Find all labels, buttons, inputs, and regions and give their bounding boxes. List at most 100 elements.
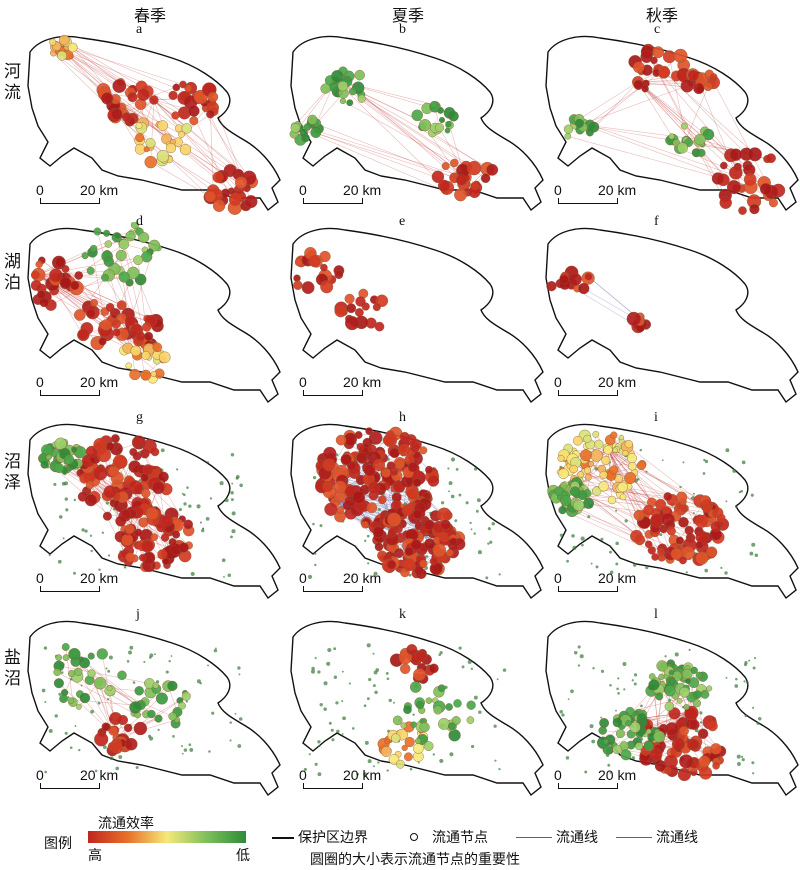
habitat-patch: [54, 714, 58, 718]
flow-node: [710, 521, 722, 532]
map-panel-k: k 0 20 km: [285, 607, 547, 805]
map-svg-e: [290, 227, 544, 404]
scale-line: [558, 198, 618, 204]
flow-node: [643, 740, 654, 751]
flow-node: [150, 370, 157, 377]
habitat-patch: [682, 461, 685, 464]
flow-line: [80, 658, 159, 719]
flow-node: [79, 692, 91, 704]
flow-node: [101, 273, 109, 282]
habitat-patch: [750, 493, 754, 497]
flow-node: [74, 309, 86, 321]
flow-node: [423, 519, 435, 531]
habitat-patch: [470, 667, 474, 670]
flow-node: [188, 105, 200, 117]
flow-node: [466, 700, 476, 710]
flow-line: [57, 671, 135, 714]
scale-zero: 0: [299, 767, 307, 783]
flow-node: [85, 480, 95, 490]
flow-node: [615, 729, 625, 739]
flow-node: [406, 644, 418, 656]
colorbar-title: 流通效率: [98, 816, 154, 832]
flow-node: [445, 703, 453, 711]
flow-node: [212, 171, 224, 183]
flow-node: [402, 558, 416, 572]
flow-node: [40, 460, 49, 469]
habitat-patch: [84, 529, 88, 533]
flow-node: [700, 690, 710, 699]
flow-node: [577, 471, 585, 478]
map-svg-c: [545, 35, 799, 215]
flow-node: [140, 369, 152, 381]
flow-node: [152, 481, 165, 495]
line-blue-swatch: [616, 837, 652, 838]
flow-node: [30, 280, 42, 291]
flow-node: [294, 258, 303, 267]
flow-node: [55, 654, 63, 661]
flow-node: [441, 162, 450, 171]
flow-node: [143, 146, 150, 153]
flow-line: [641, 711, 689, 719]
habitat-patch: [502, 668, 507, 672]
habitat-patch: [393, 701, 396, 704]
scale-label: 20 km: [343, 182, 382, 198]
habitat-patch: [633, 682, 637, 686]
flow-node: [444, 127, 451, 134]
flow-line: [361, 94, 466, 178]
habitat-patch: [107, 554, 111, 557]
habitat-patch: [318, 744, 321, 748]
habitat-patch: [432, 753, 435, 756]
panel-letter-e: e: [399, 214, 406, 229]
flow-line: [55, 465, 145, 510]
habitat-patch: [609, 550, 613, 554]
flow-node: [629, 721, 641, 733]
flow-node: [401, 504, 414, 516]
habitat-patch: [73, 571, 76, 575]
habitat-patch: [703, 458, 706, 462]
flow-node: [54, 256, 66, 268]
flow-node: [355, 308, 364, 317]
habitat-patch: [160, 448, 165, 453]
flow-line: [335, 79, 434, 105]
habitat-patch: [97, 701, 101, 705]
habitat-patch: [566, 559, 569, 563]
flow-node: [407, 461, 419, 473]
scale-label: 20 km: [598, 374, 637, 390]
flow-node: [152, 342, 163, 353]
habitat-patch: [377, 761, 380, 764]
habitat-patch: [105, 501, 110, 505]
flow-node: [466, 716, 475, 724]
habitat-patch: [724, 571, 728, 575]
habitat-patch: [615, 541, 619, 546]
habitat-patch: [188, 743, 192, 747]
flow-node: [451, 716, 461, 726]
habitat-patch: [186, 486, 189, 489]
flow-line: [335, 79, 477, 188]
flow-node: [378, 495, 387, 505]
flow-node: [346, 303, 357, 314]
flow-node: [646, 728, 652, 735]
map-svg-d: [27, 222, 281, 404]
habitat-patch: [229, 739, 232, 742]
habitat-patch: [64, 731, 68, 735]
habitat-patch: [319, 703, 323, 707]
flow-node: [340, 454, 352, 466]
flow-node: [404, 752, 413, 762]
flow-node: [664, 701, 675, 712]
legend-title: 图例: [44, 836, 72, 852]
flow-node: [618, 434, 625, 441]
habitat-patch: [609, 570, 614, 575]
row-header-river: 河流: [4, 62, 21, 103]
map-panel-g: g 0 20 km: [22, 410, 284, 608]
flow-node: [709, 73, 718, 81]
habitat-patch: [239, 483, 243, 488]
map-panel-j: j 0 20 km: [22, 607, 284, 805]
flow-node: [413, 668, 426, 681]
habitat-patch: [467, 660, 472, 665]
flow-node: [107, 465, 119, 477]
panel-letter-d: d: [136, 214, 143, 229]
habitat-patch: [94, 769, 98, 773]
flow-node: [658, 673, 665, 680]
flow-node: [437, 179, 450, 192]
map-svg-k: [290, 620, 544, 797]
